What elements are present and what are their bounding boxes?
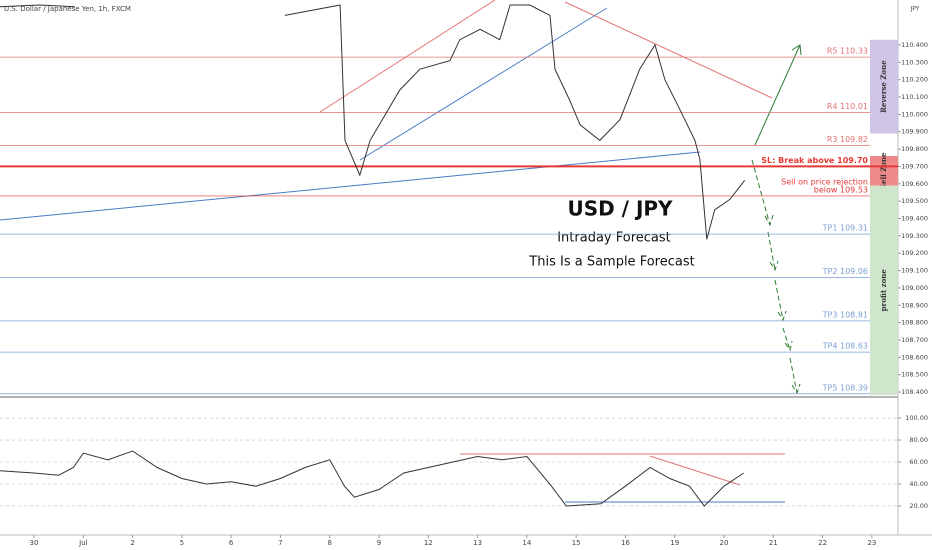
x-tick-label: 5: [180, 539, 184, 547]
x-tick-label: 22: [818, 539, 827, 547]
y-tick-label: 109.400: [901, 214, 928, 222]
y-tick-label: 109.000: [901, 284, 928, 292]
x-tick-label: 30: [30, 539, 39, 547]
zone: [870, 185, 898, 395]
x-tick-label: 20: [720, 539, 729, 547]
y-tick-label: 109.100: [901, 267, 928, 275]
y-tick-label: 110.300: [901, 58, 928, 66]
x-tick-label: 13: [473, 539, 482, 547]
level-label: SL: Break above 109.70: [761, 156, 868, 165]
level-label: below 109.53: [814, 185, 868, 194]
title-bg: [2, 3, 122, 15]
annotation: Sell on price rejection: [781, 178, 868, 187]
y-tick-label: 110.100: [901, 93, 928, 101]
y-tick-label: 109.200: [901, 249, 928, 257]
y-tick-label: 108.800: [901, 319, 928, 327]
x-tick-label: 9: [377, 539, 381, 547]
y-tick-label: 109.300: [901, 232, 928, 240]
trendline: [0, 151, 701, 221]
zone-label: profit zone: [879, 269, 888, 312]
y-tick-label: 108.600: [901, 353, 928, 361]
trendline: [359, 7, 608, 161]
y-tick-label: 100.00: [905, 414, 928, 422]
drawings: [0, 0, 802, 503]
y-tick-label: 109.800: [901, 145, 928, 153]
y-tick-label: 110.400: [901, 41, 928, 49]
x-tick-label: 7: [278, 539, 282, 547]
annotation: This Is a Sample Forecast: [528, 255, 694, 270]
level-label: TP2 109.06: [822, 267, 868, 276]
x-tick-label: 6: [229, 539, 234, 547]
level-label: TP4 108.63: [822, 342, 868, 351]
level-label: R3 109.82: [827, 135, 868, 144]
headline: USD / JPY: [567, 197, 673, 221]
zone: [870, 156, 898, 186]
zone-label: Reverse Zone: [879, 60, 888, 113]
trendline: [319, 0, 496, 113]
x-tick-label: 8: [327, 539, 331, 547]
x-tick-label: 16: [621, 539, 630, 547]
zone: [870, 39, 898, 134]
subtitle: Intraday Forecast: [557, 231, 671, 246]
level-label: R4 110.01: [827, 102, 868, 111]
y-tick-label: 109.600: [901, 180, 928, 188]
symbol-title: U.S. Dollar / Japanese Yen, 1h, FXCM: [4, 5, 131, 13]
y-tick-label: 109.500: [901, 197, 928, 205]
y-tick-label: 108.400: [901, 388, 928, 396]
x-tick-label: 14: [522, 539, 531, 547]
x-tick-label: 12: [424, 539, 433, 547]
zone-label: Sell Zone: [879, 152, 888, 189]
level-label: TP3 108.81: [822, 310, 868, 319]
y-tick-label: 40.00: [909, 480, 928, 488]
series-line: [0, 4, 746, 240]
x-tick-label: 23: [867, 539, 876, 547]
y-tick-label: 80.00: [909, 436, 928, 444]
y-tick-label: 109.700: [901, 162, 928, 170]
currency: JPY: [910, 6, 920, 13]
x-tick-label: 21: [769, 539, 778, 547]
y-tick-label: 110.200: [901, 76, 928, 84]
y-tick-label: 110.000: [901, 110, 928, 118]
trendline: [564, 1, 773, 99]
y-tick-label: 108.900: [901, 301, 928, 309]
series-line: [0, 450, 744, 507]
x-tick-label: 15: [572, 539, 581, 547]
arrow: [751, 159, 801, 395]
y-tick-label: 20.00: [909, 502, 928, 510]
level-label: TP5 108.39: [822, 383, 868, 392]
level-label: R5 110.33: [827, 47, 868, 56]
x-tick-label: 2: [130, 539, 134, 547]
y-tick-label: 108.500: [901, 371, 928, 379]
x-tick-label: Jul: [78, 539, 88, 547]
x-tick-label: 19: [670, 539, 679, 547]
y-tick-label: 109.900: [901, 128, 928, 136]
y-tick-label: 108.700: [901, 336, 928, 344]
y-tick-label: 60.00: [909, 458, 928, 466]
arrow: [754, 44, 802, 146]
rsi-guide: [649, 455, 741, 486]
level-label: TP1 109.31: [822, 224, 868, 233]
